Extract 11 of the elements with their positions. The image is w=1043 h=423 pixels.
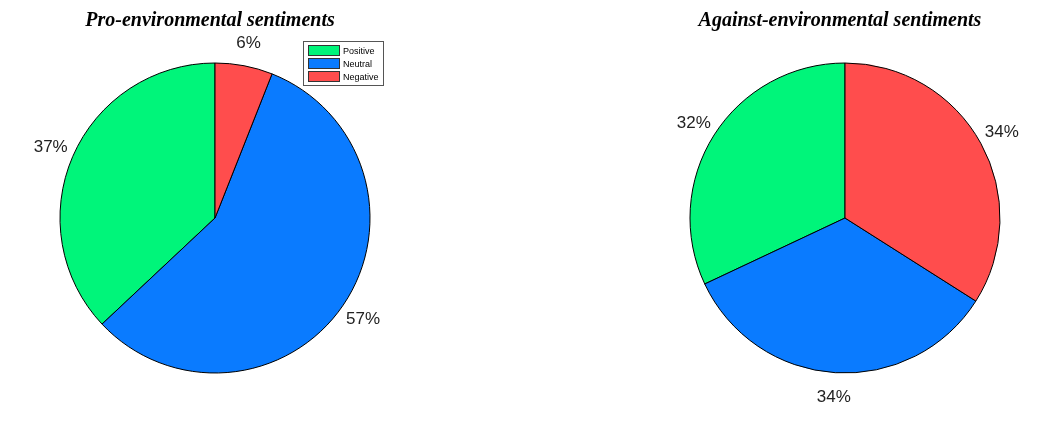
data-label: 37% bbox=[33, 137, 68, 157]
data-label: 57% bbox=[346, 309, 381, 329]
legend-label: Negative bbox=[343, 71, 379, 82]
data-label: 34% bbox=[816, 387, 851, 407]
data-label: 32% bbox=[676, 112, 711, 132]
chart-title: Against-environmental sentiments bbox=[696, 8, 983, 31]
data-label: 34% bbox=[984, 122, 1019, 142]
legend-label: Positive bbox=[343, 45, 375, 56]
chart-title: Pro-environmental sentiments bbox=[84, 8, 336, 31]
legend-label: Neutral bbox=[343, 58, 373, 69]
data-label: 6% bbox=[236, 32, 261, 52]
